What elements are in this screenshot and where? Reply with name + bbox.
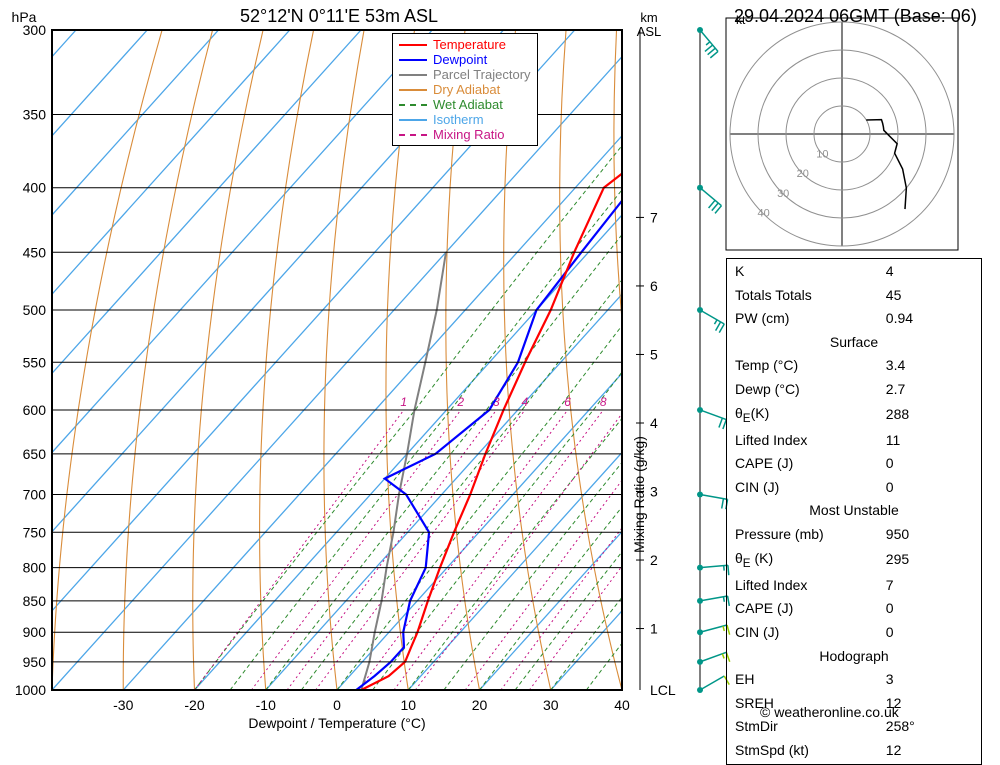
svg-text:7: 7 — [650, 209, 658, 225]
svg-text:20: 20 — [797, 168, 809, 180]
svg-text:450: 450 — [23, 244, 47, 260]
svg-text:40: 40 — [614, 697, 630, 713]
svg-text:-20: -20 — [184, 697, 204, 713]
svg-text:6: 6 — [650, 278, 658, 294]
legend-item: Wet Adiabat — [399, 97, 531, 112]
svg-text:400: 400 — [23, 180, 47, 196]
svg-text:-10: -10 — [256, 697, 276, 713]
svg-text:3: 3 — [650, 484, 658, 500]
svg-text:850: 850 — [23, 593, 47, 609]
legend-item: Dry Adiabat — [399, 82, 531, 97]
svg-text:2: 2 — [456, 395, 464, 409]
svg-text:LCL: LCL — [650, 682, 676, 698]
svg-text:-30: -30 — [113, 697, 133, 713]
svg-text:0: 0 — [333, 697, 341, 713]
svg-text:1: 1 — [400, 395, 407, 409]
svg-text:1: 1 — [650, 621, 658, 637]
svg-text:6: 6 — [564, 395, 571, 409]
svg-text:20: 20 — [472, 697, 488, 713]
svg-text:600: 600 — [23, 402, 47, 418]
svg-text:kt: kt — [736, 13, 746, 27]
svg-text:km: km — [640, 10, 657, 25]
legend: TemperatureDewpointParcel TrajectoryDry … — [392, 33, 538, 146]
svg-text:950: 950 — [23, 654, 47, 670]
svg-text:350: 350 — [23, 107, 47, 123]
svg-text:Mixing Ratio (g/kg): Mixing Ratio (g/kg) — [631, 436, 647, 553]
svg-text:750: 750 — [23, 524, 47, 540]
svg-text:10: 10 — [400, 697, 416, 713]
legend-item: Temperature — [399, 37, 531, 52]
legend-item: Dewpoint — [399, 52, 531, 67]
svg-text:4: 4 — [522, 395, 529, 409]
svg-text:52°12'N 0°11'E 53m ASL: 52°12'N 0°11'E 53m ASL — [240, 6, 438, 26]
copyright: © weatheronline.co.uk — [760, 704, 899, 720]
svg-text:650: 650 — [23, 446, 47, 462]
svg-text:700: 700 — [23, 486, 47, 502]
svg-text:500: 500 — [23, 302, 47, 318]
svg-text:30: 30 — [543, 697, 559, 713]
svg-text:40: 40 — [757, 207, 769, 219]
svg-text:900: 900 — [23, 624, 47, 640]
svg-text:30: 30 — [777, 188, 789, 200]
svg-text:hPa: hPa — [12, 9, 37, 25]
svg-text:800: 800 — [23, 560, 47, 576]
legend-item: Mixing Ratio — [399, 127, 531, 142]
svg-text:Dewpoint / Temperature (°C): Dewpoint / Temperature (°C) — [248, 715, 425, 731]
legend-item: Isotherm — [399, 112, 531, 127]
svg-text:5: 5 — [650, 346, 658, 362]
svg-text:3: 3 — [493, 395, 500, 409]
svg-text:4: 4 — [650, 415, 658, 431]
svg-text:10: 10 — [816, 149, 828, 161]
indices-table: K4Totals Totals45PW (cm)0.94SurfaceTemp … — [726, 258, 982, 765]
svg-text:1000: 1000 — [15, 682, 46, 698]
svg-text:ASL: ASL — [637, 24, 662, 39]
legend-item: Parcel Trajectory — [399, 67, 531, 82]
svg-text:8: 8 — [600, 395, 607, 409]
svg-text:2: 2 — [650, 552, 658, 568]
svg-text:550: 550 — [23, 354, 47, 370]
